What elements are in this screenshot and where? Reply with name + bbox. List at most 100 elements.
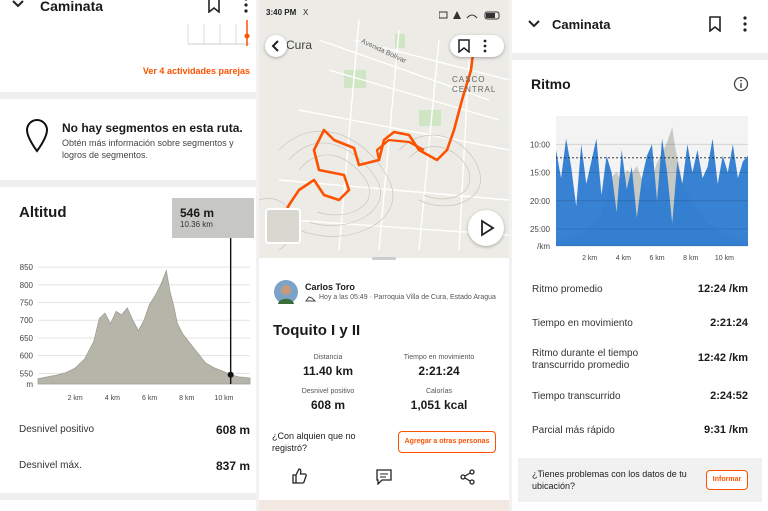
map-actions bbox=[450, 35, 504, 57]
stat-label: Ritmo durante el tiempo transcurrido pro… bbox=[532, 348, 639, 371]
location-pin-icon bbox=[25, 118, 49, 154]
location-problem-card: ¿Tienes problemas con los datos de tu ub… bbox=[518, 458, 762, 502]
more-icon[interactable] bbox=[741, 16, 749, 32]
y-tick-label: 15:00 bbox=[530, 169, 551, 178]
y-tick-label: /km bbox=[537, 242, 550, 251]
y-tick-label: 650 bbox=[20, 334, 34, 343]
stat-value: 608 m bbox=[310, 398, 346, 412]
like-icon[interactable] bbox=[291, 468, 307, 484]
route-map[interactable]: 3:40 PM X Cura Avenida Bolívar CASCO CEN… bbox=[259, 0, 509, 258]
stat-value: 1,051 kcal bbox=[410, 398, 468, 412]
athlete-meta: Hoy a las 05:49 · Parroquia Villa de Cur… bbox=[319, 294, 496, 301]
x-tick-label: 2 km bbox=[582, 255, 597, 262]
altitude-area bbox=[37, 269, 251, 385]
panel-separator bbox=[256, 0, 259, 511]
stat-value: 9:31 /km bbox=[703, 424, 748, 436]
altitude-panel: Caminata Ver 4 actividades parejas No ha… bbox=[0, 0, 256, 511]
header-title: Caminata bbox=[40, 0, 104, 14]
y-tick-label: 10:00 bbox=[530, 140, 551, 149]
avatar[interactable] bbox=[274, 280, 298, 304]
segments-description: Obtén más información sobre segmentos y … bbox=[62, 138, 234, 160]
x-tick-label: 10 km bbox=[214, 395, 233, 402]
stat-label: Parcial más rápido bbox=[532, 425, 615, 436]
pace-title: Ritmo bbox=[531, 76, 571, 92]
stat-value: 837 m bbox=[215, 459, 250, 473]
share-icon[interactable] bbox=[460, 469, 476, 485]
y-tick-label: 20:00 bbox=[530, 197, 551, 206]
y-tick-label: 700 bbox=[20, 316, 34, 325]
activity-panel: 3:40 PM X Cura Avenida Bolívar CASCO CEN… bbox=[259, 0, 509, 511]
report-button[interactable]: Informar bbox=[706, 470, 748, 490]
activity-type-icon bbox=[305, 295, 316, 303]
athlete-name[interactable]: Carlos Toro bbox=[305, 282, 355, 292]
y-tick-label: 800 bbox=[20, 281, 34, 290]
back-arrow-icon bbox=[271, 40, 279, 52]
more-icon[interactable] bbox=[482, 39, 488, 53]
x-tick-label: 2 km bbox=[68, 395, 83, 402]
stat-value: 608 m bbox=[215, 423, 250, 437]
pace-area bbox=[556, 138, 748, 246]
drag-handle[interactable] bbox=[372, 257, 396, 260]
back-chevron-icon[interactable] bbox=[526, 17, 542, 31]
stat-label: Desnivel positivo bbox=[19, 424, 95, 435]
divider bbox=[0, 180, 256, 187]
map-style-thumbnail[interactable] bbox=[265, 208, 301, 244]
panel-separator bbox=[509, 0, 512, 511]
play-icon bbox=[481, 219, 495, 237]
stat-value: 12:42 /km bbox=[697, 352, 748, 364]
y-tick-label: m bbox=[26, 380, 33, 389]
x-tick-label: 6 km bbox=[142, 395, 157, 402]
stat-value: 2:21:24 bbox=[418, 364, 460, 378]
bookmark-icon[interactable] bbox=[207, 0, 221, 13]
x-tick-label: 6 km bbox=[649, 255, 664, 262]
mini-pace-chart bbox=[186, 20, 252, 46]
altitude-title: Altitud bbox=[19, 204, 67, 221]
tooltip-elevation: 546 m bbox=[180, 206, 215, 220]
divider bbox=[0, 92, 256, 99]
bookmark-icon[interactable] bbox=[458, 39, 470, 53]
x-tick-label: 8 km bbox=[683, 255, 698, 262]
stat-label: Tiempo en movimiento bbox=[532, 318, 633, 329]
pace-panel: Caminata Ritmo 10:00 15:00 20:00 25:00/km 2 … bbox=[512, 0, 768, 511]
problem-text: ¿Tienes problemas con los datos de tu ub… bbox=[532, 469, 687, 491]
y-tick-label: 600 bbox=[20, 352, 34, 361]
y-tick-label: 850 bbox=[20, 263, 34, 272]
stat-label: Distancia bbox=[313, 354, 343, 361]
map-label-city: Cura bbox=[286, 38, 313, 52]
stat-value: 11.40 km bbox=[302, 364, 354, 378]
stat-label: Desnivel máx. bbox=[19, 460, 82, 471]
x-tick-label: 4 km bbox=[616, 255, 631, 262]
back-button[interactable] bbox=[265, 35, 287, 57]
x-tick-label: 10 km bbox=[715, 255, 734, 262]
comment-icon[interactable] bbox=[376, 469, 392, 485]
status-icons bbox=[439, 10, 501, 20]
divider bbox=[259, 500, 509, 511]
stat-label: Ritmo promedio bbox=[532, 284, 603, 295]
pace-chart: 10:00 15:00 20:00 25:00/km 2 km 4 km 6 km 8 km 1… bbox=[530, 116, 748, 262]
stat-label: Calorías bbox=[425, 388, 453, 395]
y-tick-label: 550 bbox=[20, 369, 34, 378]
altitude-chart: 850 800 750 700 650 600 550 m 2 km 4 km 6 km 8 km 10… bbox=[20, 238, 251, 402]
info-icon[interactable] bbox=[733, 76, 749, 92]
more-icon[interactable] bbox=[242, 0, 250, 13]
status-time: 3:40 PM bbox=[266, 8, 297, 17]
map-label-center: CASCO CENTRAL bbox=[452, 75, 497, 94]
cursor-dot bbox=[227, 371, 234, 378]
stat-label: Tiempo transcurrido bbox=[532, 391, 621, 402]
divider bbox=[512, 53, 768, 60]
activity-title: Toquito I y II bbox=[273, 322, 361, 339]
similar-activities-link[interactable]: Ver 4 actividades parejas bbox=[142, 66, 250, 76]
stat-block: Distancia 11.40 km bbox=[289, 354, 367, 378]
stat-block: Desnivel positivo 608 m bbox=[289, 388, 367, 412]
bookmark-icon[interactable] bbox=[708, 16, 722, 32]
stat-block: Calorías 1,051 kcal bbox=[394, 388, 484, 412]
play-flyover-button[interactable] bbox=[468, 210, 504, 246]
add-people-button[interactable]: Agregar a otras personas bbox=[398, 431, 496, 453]
y-tick-label: 25:00 bbox=[530, 225, 551, 234]
back-chevron-icon[interactable] bbox=[10, 0, 26, 11]
stat-block: Tiempo en movimiento 2:21:24 bbox=[394, 354, 484, 378]
y-tick-label: 750 bbox=[20, 299, 34, 308]
tooltip-distance: 10.36 km bbox=[180, 220, 213, 229]
stat-value: 2:21:24 bbox=[710, 317, 748, 329]
elevation-tooltip: 546 m 10.36 km bbox=[172, 198, 254, 238]
